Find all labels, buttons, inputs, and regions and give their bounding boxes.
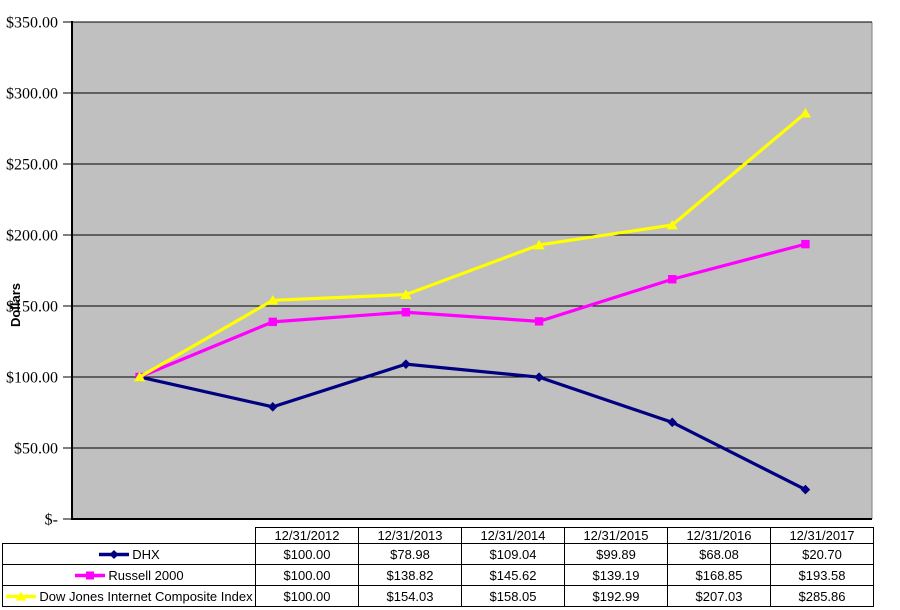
marker-square [801,239,810,249]
series-line-dhx [139,362,807,492]
value-cell: $145.62 [461,564,565,586]
marker-square [401,308,411,317]
marker-square [268,317,277,327]
y-axis-tick-label: $100.00 [6,370,58,387]
marker-triangle [16,591,27,601]
marker-triangle [799,107,812,118]
value-cell: $138.82 [358,564,462,586]
value-cell: $193.58 [770,564,874,586]
column-header-date: 12/31/2016 [667,527,771,544]
y-axis-tick-label: $150.00 [6,299,58,316]
y-axis-tick-label: $200.00 [6,228,58,245]
legend-marker-icon-diamond [99,549,130,560]
legend-marker-icon-triangle [6,591,37,601]
value-cell: $109.04 [461,543,565,565]
marker-diamond [534,372,544,382]
legend-marker-icon-square [75,571,106,580]
legend-label: DHX [132,547,160,563]
marker-square [534,317,544,326]
marker-triangle [533,239,545,250]
y-axis-tick-label: $350.00 [6,15,58,32]
y-axis-tick-label: $250.00 [6,157,58,174]
value-cell: $78.98 [358,543,462,565]
table-corner-blank [3,528,256,544]
marker-triangle [400,289,412,299]
column-header-date: 12/31/2017 [770,527,874,544]
value-cell: $154.03 [358,585,462,607]
value-cell: $100.00 [255,585,359,607]
value-cell: $68.08 [667,543,771,565]
table-row-dhx: DHX $100.00 $78.98 $109.04 $99.89 $68.08 $20.7… [2,543,874,565]
marker-diamond [667,417,678,428]
performance-data-table: 12/31/2012 12/31/2013 12/31/2014 12/31/2015… [2,527,874,607]
legend-item-dow-jones-internet-composite-index: Dow Jones Internet Composite Index [2,585,256,607]
marker-triangle [267,295,279,305]
series-line-russell-2000 [138,242,806,379]
marker-square [86,571,95,580]
marker-diamond [800,484,811,495]
y-axis-title: Dollars [8,283,23,327]
y-axis-tick-label: $300.00 [6,86,58,103]
marker-diamond [401,359,411,369]
y-axis-tick-label: $- [45,512,58,528]
legend-label: Russell 2000 [108,568,184,584]
value-cell: $100.00 [255,564,359,586]
value-cell: $285.86 [770,585,874,607]
column-header-date: 12/31/2013 [358,527,462,544]
value-cell: $158.05 [461,585,565,607]
table-row-dow-jones-internet-composite-index: Dow Jones Internet Composite Index $100.0… [2,585,874,607]
table-header-row: 12/31/2012 12/31/2013 12/31/2014 12/31/2015… [3,527,874,544]
table-row-russell-2000: Russell 2000 $100.00 $138.82 $145.62 $139.19… [2,564,874,586]
legend-label: Dow Jones Internet Composite Index [39,589,253,605]
value-cell: $20.70 [770,543,874,565]
marker-diamond [267,402,278,412]
legend-item-dhx: DHX [2,543,256,565]
value-cell: $207.03 [667,585,771,607]
column-header-date: 12/31/2012 [255,527,359,544]
line-chart: $350.00 $300.00 $250.00 $200.00 $150.00 $100.… [6,15,873,528]
marker-diamond [109,549,119,560]
series-dow-jones-internet-composite-index [133,107,812,382]
series-line-dow-jones-internet-composite-index [138,111,807,379]
plot-area: $350.00 $300.00 $250.00 $200.00 $150.00 $100.… [6,15,873,528]
column-header-date: 12/31/2014 [461,527,565,544]
marker-triangle [666,219,678,230]
marker-triangle [133,371,146,382]
legend-item-russell-2000: Russell 2000 [2,564,256,586]
value-cell: $168.85 [667,564,771,586]
marker-square [668,275,677,284]
value-cell: $139.19 [564,564,668,586]
value-cell: $192.99 [564,585,668,607]
value-cell: $99.89 [564,543,668,565]
column-header-date: 12/31/2015 [564,527,668,544]
y-axis-tick-label: $50.00 [14,441,58,458]
value-cell: $100.00 [255,543,359,565]
